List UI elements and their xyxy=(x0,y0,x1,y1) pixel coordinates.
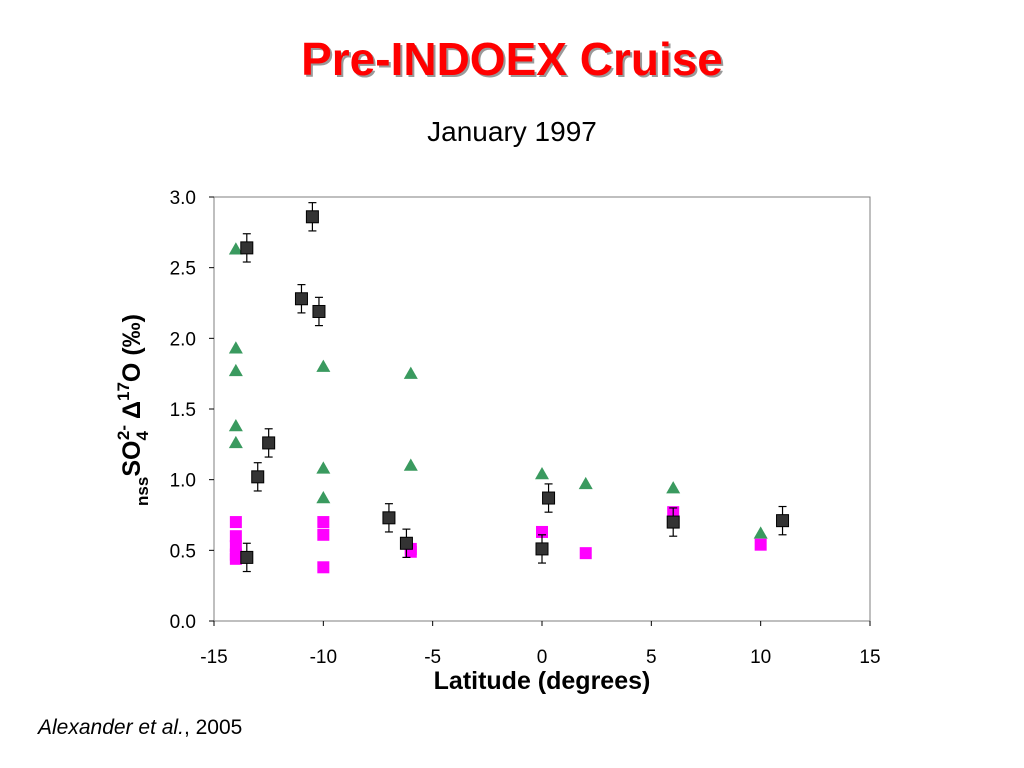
square-point xyxy=(382,511,396,525)
triangle-point xyxy=(403,366,418,379)
chart-marks xyxy=(228,202,790,574)
y-axis-title-delta: Δ xyxy=(118,401,146,419)
x-tick-label: 10 xyxy=(750,647,771,668)
square-point xyxy=(251,470,265,484)
y-axis-title: nssSO42- Δ17O (‰) xyxy=(114,314,152,506)
x-axis-title: Latitude (degrees) xyxy=(434,667,651,695)
page-title: Pre-INDOEX Cruise xyxy=(301,33,723,85)
triangle-point xyxy=(228,435,243,449)
square-point xyxy=(240,241,254,255)
x-tick-label: 15 xyxy=(859,647,880,668)
x-tick-label: -15 xyxy=(200,647,227,668)
y-axis-title-rest: O (‰) xyxy=(118,314,146,382)
triangle-point xyxy=(535,467,549,480)
y-tick-label: 0.0 xyxy=(170,612,196,633)
x-tick-label: -5 xyxy=(424,647,441,668)
y-axis-title-charge: 2- xyxy=(114,425,133,440)
magenta-square-point xyxy=(579,547,592,560)
citation-year: , 2005 xyxy=(183,716,243,739)
x-tick-label: 5 xyxy=(646,647,657,668)
square-point xyxy=(666,515,680,529)
y-tick-label: 3.0 xyxy=(170,188,196,209)
magenta-square-point xyxy=(754,538,767,551)
triangle-point xyxy=(403,458,418,471)
y-tick-label: 1.5 xyxy=(170,400,196,421)
chart-ticks: -15 -10 -5 0 5 10 15 0.0 0.5 1.0 1.5 2.0 2.5 3.0 xyxy=(170,188,881,668)
triangle-point xyxy=(228,418,243,432)
square-point xyxy=(305,210,319,224)
x-tick-label: 0 xyxy=(537,647,548,668)
y-axis-title-sub-nss: nss xyxy=(133,477,152,506)
y-axis-title-sup-17: 17 xyxy=(114,382,133,401)
square-point xyxy=(399,536,413,550)
triangle-point xyxy=(228,341,243,354)
magenta-square-point xyxy=(229,552,242,565)
citation: Alexander et al., 2005 xyxy=(38,716,242,740)
magenta-square-point xyxy=(317,528,330,541)
square-point xyxy=(240,550,254,564)
triangle-point xyxy=(753,526,768,539)
y-tick-label: 2.5 xyxy=(170,259,196,280)
square-point xyxy=(262,436,276,450)
square-point xyxy=(535,542,549,556)
triangle-point xyxy=(316,461,331,474)
y-tick-label: 0.5 xyxy=(170,541,196,562)
square-point xyxy=(294,292,308,306)
triangle-point xyxy=(578,476,593,490)
triangle-point xyxy=(228,242,243,255)
square-point xyxy=(542,491,556,505)
x-tick-label: -10 xyxy=(310,647,337,668)
y-axis-title-sub-4: 4 xyxy=(133,431,152,441)
page-subtitle: January 1997 xyxy=(427,116,597,147)
y-tick-label: 2.0 xyxy=(170,329,196,350)
y-axis-title-so: SO xyxy=(118,441,146,477)
triangle-point xyxy=(666,481,681,494)
square-point xyxy=(312,304,326,318)
magenta-square-point xyxy=(317,516,330,529)
magenta-square-point xyxy=(229,530,242,543)
triangle-point xyxy=(316,491,331,504)
magenta-square-point xyxy=(229,516,242,529)
magenta-square-point xyxy=(317,561,330,574)
triangle-point xyxy=(228,363,243,377)
y-tick-label: 1.0 xyxy=(170,471,196,492)
square-point xyxy=(776,514,790,528)
triangle-point xyxy=(316,359,331,372)
citation-author: Alexander et al. xyxy=(38,716,184,739)
